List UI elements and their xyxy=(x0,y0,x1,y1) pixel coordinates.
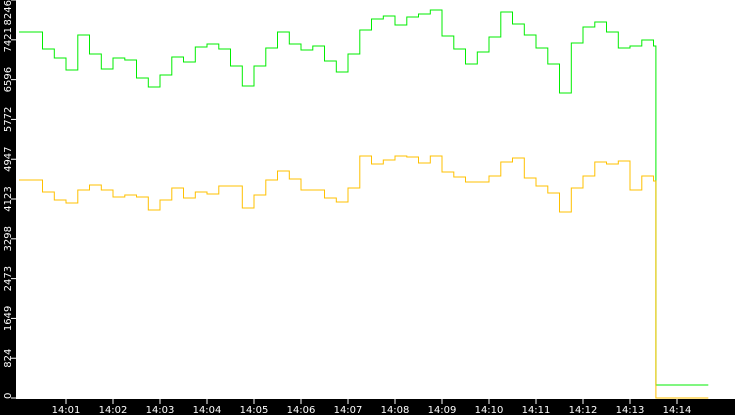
series-line-1 xyxy=(19,155,709,399)
x-tick-label: 14:06 xyxy=(287,405,316,415)
x-axis-band xyxy=(0,399,735,415)
y-tick-label: 3298 xyxy=(3,226,14,251)
x-tick-label: 14:10 xyxy=(475,405,504,415)
y-tick-label: 2473 xyxy=(3,266,14,291)
y-tick-label: 5772 xyxy=(3,107,14,132)
x-tick-label: 14:08 xyxy=(381,405,410,415)
y-tick-label: 8246 xyxy=(3,0,14,25)
y-tick-label: 1649 xyxy=(3,306,14,331)
y-tick-label: 7421 xyxy=(3,27,14,52)
y-tick-label: 4947 xyxy=(3,146,14,171)
x-axis: 14:01 14:02 14:03 14:04 14:05 14:06 14:07 14:08… xyxy=(52,399,692,415)
x-tick-label: 14:04 xyxy=(193,405,222,415)
x-tick-label: 14:11 xyxy=(522,405,551,415)
y-tick-label: 4123 xyxy=(3,186,14,211)
y-tick-label: 6596 xyxy=(3,67,14,92)
x-tick-label: 14:09 xyxy=(428,405,457,415)
y-axis-band xyxy=(0,0,16,415)
series-layer xyxy=(19,9,709,399)
y-tick-label: 824 xyxy=(3,349,14,368)
x-tick-label: 14:05 xyxy=(240,405,269,415)
x-tick-label: 14:03 xyxy=(146,405,175,415)
series-line-0 xyxy=(19,9,709,386)
x-tick-label: 14:13 xyxy=(616,405,645,415)
y-axis: 0 824 1649 2473 3298 4123 4947 5772 6596 7421 8246 xyxy=(3,0,16,399)
x-tick-label: 14:12 xyxy=(569,405,598,415)
x-tick-label: 14:02 xyxy=(99,405,128,415)
x-tick-label: 14:14 xyxy=(663,405,692,415)
x-tick-label: 14:01 xyxy=(52,405,81,415)
x-tick-label: 14:07 xyxy=(334,405,363,415)
y-tick-label: 0 xyxy=(3,393,14,399)
